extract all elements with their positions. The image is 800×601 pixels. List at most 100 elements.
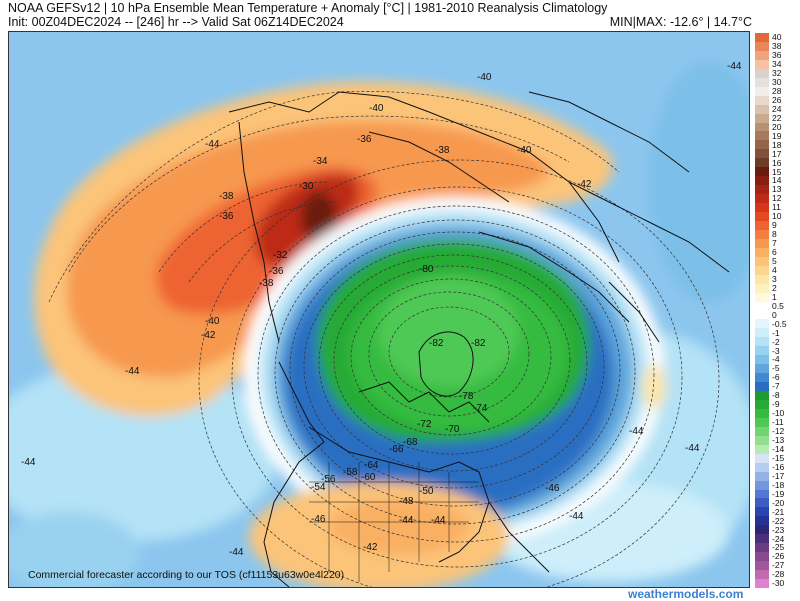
colorbar-label: 4 [772,264,777,275]
colorbar-label: 36 [772,50,782,61]
colorbar-swatch [755,68,769,79]
europe-borders [568,181,730,273]
contour-label: -44 [229,547,244,558]
contour-label: -40 [205,316,220,327]
contour-label: -70 [445,424,460,435]
colorbar-swatch [755,391,769,401]
colorbar-label: -26 [772,551,785,562]
colorbar-swatch [755,426,769,437]
contour-label: -60 [361,472,376,483]
map-title: NOAA GEFSv12 | 10 hPa Ensemble Mean Temp… [8,1,608,15]
colorbar-label: 2 [772,282,777,293]
colorbar-swatch [755,140,769,150]
eurasia-north-coast [228,91,620,263]
colorbar-label: -20 [772,497,785,508]
colorbar-swatch [755,41,769,52]
colorbar-swatch [755,561,769,571]
colorbar-label: -23 [772,524,785,535]
colorbar-swatch [755,489,769,499]
colorbar-swatch [755,50,769,61]
colorbar-label: 26 [772,94,782,105]
colorbar-label: 5 [772,256,777,267]
colorbar-label: -27 [772,560,785,571]
colorbar-label: -3 [772,345,780,356]
colorbar-label: 15 [772,166,782,177]
siberia-interior [368,131,510,203]
colorbar-swatch [755,265,769,276]
colorbar-label: -12 [772,426,785,437]
colorbar-label: -6 [772,372,780,383]
colorbar-legend: 40 38 36 34 32 30 28 26 24 22 20 19 18 17 16 15 14 13 12 11… [755,33,799,589]
colorbar-label: -28 [772,569,785,580]
colorbar-swatch [755,247,769,258]
min-max-readout: MIN|MAX: -12.6° | 14.7°C [609,15,752,29]
contour-label: -56 [321,474,336,485]
colorbar-label: -1 [772,327,780,338]
colorbar-swatch [755,212,769,222]
coastlines [228,91,730,587]
contour-label: -44 [399,515,414,526]
colorbar-label: 19 [772,130,782,141]
watermark: weathermodels.com [628,587,744,601]
contour-label: -30 [299,181,314,192]
contour-label: -48 [399,496,414,507]
contour-label: -44 [21,457,36,468]
contour-label: -72 [417,419,432,430]
colorbar-label: -19 [772,488,785,499]
canada-arctic [358,381,490,423]
colorbar-swatch [755,543,769,553]
colorbar-swatch [755,319,769,329]
colorbar-label: -15 [772,452,785,463]
contour-label: -42 [201,330,216,341]
colorbar-label: 3 [772,273,777,284]
colorbar-label: 8 [772,229,777,240]
colorbar-swatch [755,104,769,115]
colorbar-swatch [755,534,769,544]
contour-label: -42 [363,542,378,553]
colorbar-label: -9 [772,399,780,410]
colorbar-swatch [755,149,769,159]
colorbar-label: -22 [772,515,785,526]
colorbar-swatch [755,95,769,106]
colorbar-label: 20 [772,121,782,132]
colorbar-label: 1 [772,291,777,302]
contour-label: -32 [273,250,288,261]
colorbar-swatch [755,220,769,231]
colorbar-swatch [755,453,769,464]
contour-label: -44 [205,139,220,150]
na-east-coast [488,501,550,573]
colorbar-swatch [755,579,769,589]
contour-label: -36 [219,211,234,222]
colorbar-swatch [755,158,769,168]
colorbar-label: 30 [772,76,782,87]
colorbar-label: 10 [772,211,782,222]
colorbar-label: 9 [772,220,777,231]
contour-label: -40 [517,145,532,156]
colorbar-swatch [755,203,769,213]
colorbar-label: -8 [772,390,780,401]
contour-label: -36 [357,134,372,145]
colorbar-label: -16 [772,461,785,472]
contour-label: -44 [629,426,644,437]
colorbar-swatch [755,355,769,365]
tos-notice: Commercial forecaster according to our T… [28,569,345,581]
contour-label: -68 [403,437,418,448]
colorbar-swatch [755,86,769,97]
contour-label: -38 [435,145,450,156]
colorbar-swatch [755,77,769,88]
contour-label: -50 [419,486,434,497]
colorbar-swatch [755,337,769,347]
colorbar-label: -4 [772,354,780,365]
init-valid-time: Init: 00Z04DEC2024 -- [246] hr --> Valid… [8,15,344,29]
colorbar-label: -30 [772,578,785,589]
colorbar-swatch [755,507,769,517]
colorbar-swatch [755,33,769,43]
greenland [418,331,474,397]
colorbar-swatch [755,283,769,294]
colorbar-swatch [755,417,769,428]
contour-label: -44 [685,443,700,454]
colorbar-swatch [755,570,769,580]
central-asia [528,91,690,173]
colorbar-swatch [755,471,769,482]
colorbar-label: 17 [772,148,782,159]
